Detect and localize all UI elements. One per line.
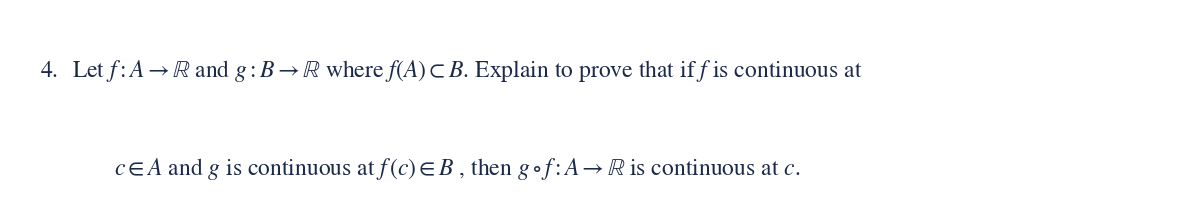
Text: $4.$: $4.$ bbox=[40, 60, 58, 82]
Text: Let $f:A\rightarrow\mathbb{R}$ and $g:B\rightarrow\mathbb{R}$ where $f(A)\subset: Let $f:A\rightarrow\mathbb{R}$ and $g:B\… bbox=[72, 58, 863, 84]
Text: $c\in A$ and $g$ is continuous at $f\,(c)\in B$ , then $g\circ f:A\rightarrow\ma: $c\in A$ and $g$ is continuous at $f\,(c… bbox=[114, 156, 800, 182]
